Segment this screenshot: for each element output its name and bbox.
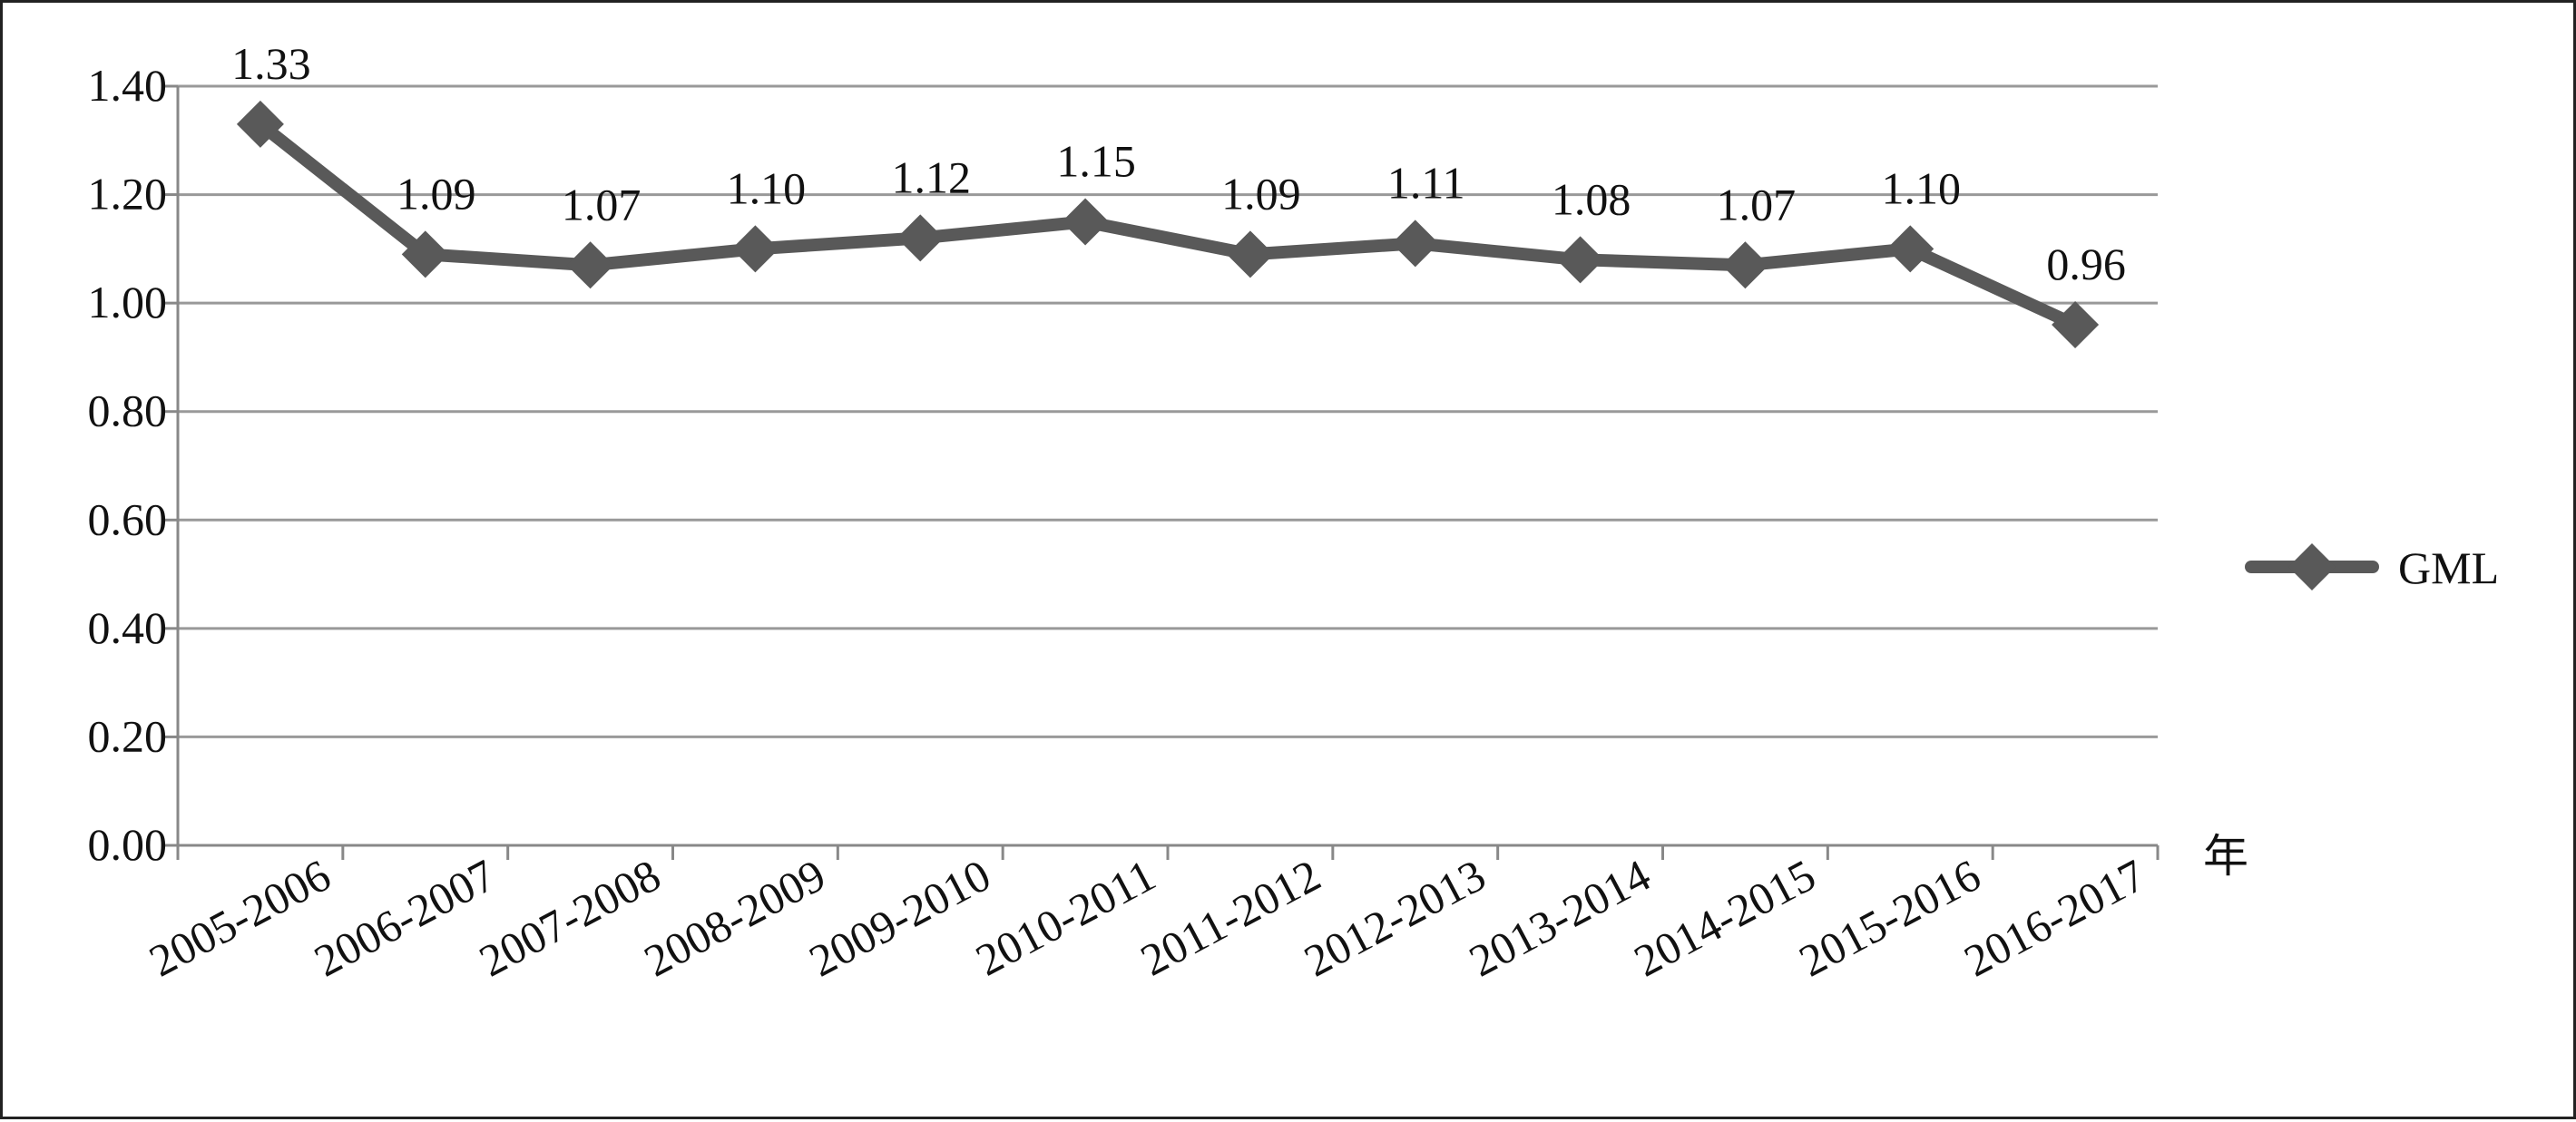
- data-point-marker: [1886, 225, 1934, 273]
- y-axis-tick-label: 0.60: [88, 493, 168, 544]
- y-axis-tick-label: 0.40: [88, 602, 168, 653]
- y-axis-tick-labels: 0.00 0.20 0.40 0.60 0.80 1.00 1.20 1.40: [88, 60, 168, 870]
- x-axis-tick-label: 2016-2017: [1956, 849, 2154, 986]
- x-axis-tick-label: 2005-2006: [141, 849, 338, 986]
- y-axis-tick-label: 0.00: [88, 819, 168, 870]
- series-line-gml: [253, 117, 2082, 332]
- x-axis-tick-label: 2014-2015: [1626, 849, 1824, 986]
- x-axis-tick-label: 2006-2007: [306, 849, 504, 986]
- axes: [165, 84, 2160, 860]
- y-axis-tick-label: 1.40: [88, 60, 168, 111]
- data-point-marker: [1721, 241, 1769, 289]
- data-point-marker: [896, 214, 945, 262]
- x-axis-tick-label: 2007-2008: [471, 849, 669, 986]
- x-axis-tick-label: 2010-2011: [967, 849, 1163, 985]
- data-label: 1.07: [562, 179, 642, 229]
- y-axis-tick-label: 0.80: [88, 385, 168, 436]
- data-label: 1.11: [1387, 157, 1465, 208]
- data-label: 1.09: [1221, 168, 1301, 219]
- data-point-marker: [731, 225, 779, 273]
- data-point-marker: [1062, 198, 1110, 246]
- x-axis-unit-label: 年: [2203, 831, 2248, 882]
- legend-marker-swatch: [2288, 543, 2336, 590]
- x-axis-tick-labels: 2005-20062006-20072007-20082008-20092009…: [141, 849, 2153, 986]
- legend-label-gml: GML: [2398, 542, 2499, 593]
- data-label: 1.10: [1882, 162, 1962, 213]
- series-gml: [236, 100, 2100, 349]
- x-axis-tick-label: 2013-2014: [1461, 849, 1659, 986]
- data-point-marker: [401, 230, 449, 278]
- data-label: 1.15: [1056, 135, 1136, 186]
- data-label: 1.10: [727, 162, 807, 213]
- data-point-marker: [1391, 220, 1439, 268]
- x-axis-tick-label: 2012-2013: [1296, 849, 1494, 986]
- x-axis-tick-label: 2011-2012: [1132, 849, 1328, 985]
- data-label: 1.12: [892, 151, 972, 202]
- data-point-marker: [2052, 301, 2100, 349]
- y-axis-tick-label: 1.20: [88, 169, 168, 220]
- x-axis-tick-label: 2015-2016: [1791, 849, 1989, 986]
- line-chart: 0.00 0.20 0.40 0.60 0.80 1.00 1.20 1.40 2005-20…: [88, 38, 2500, 987]
- data-point-marker: [566, 241, 614, 289]
- x-axis-tick-label: 2008-2009: [636, 849, 834, 986]
- data-label: 1.07: [1717, 179, 1797, 229]
- legend: GML: [2245, 542, 2499, 593]
- data-label: 1.33: [231, 38, 311, 89]
- data-label: 1.09: [397, 168, 476, 219]
- data-point-marker: [1556, 236, 1604, 284]
- data-label: 1.08: [1552, 173, 1631, 224]
- y-axis-tick-label: 1.00: [88, 277, 168, 327]
- data-point-marker: [236, 100, 284, 148]
- x-axis-tick-label: 2009-2010: [801, 849, 999, 986]
- y-axis-tick-label: 0.20: [88, 710, 168, 761]
- data-labels: 1.33 1.09 1.07 1.10 1.12 1.15 1.09 1.11 1.08 1.07…: [231, 38, 2126, 289]
- data-point-marker: [1226, 230, 1274, 278]
- data-label: 0.96: [2046, 239, 2126, 289]
- gridlines: [178, 84, 2158, 738]
